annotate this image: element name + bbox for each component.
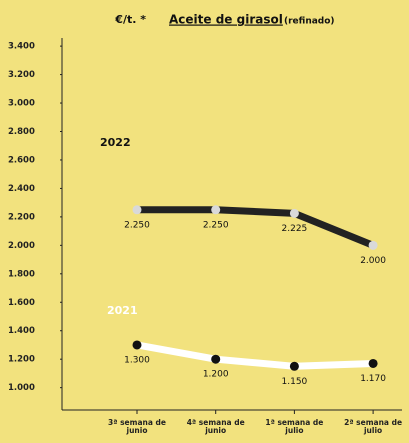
data-label: 2.000 [360,256,386,266]
point [211,205,221,215]
y-tick-label: 1.200 [8,355,35,365]
point [211,354,221,364]
subtitle: (refinado) [284,17,335,27]
point [132,205,142,215]
x-tick-label: 1ª semana de julio [265,418,324,435]
data-label: 1.200 [203,370,229,380]
data-label: 2.250 [124,220,150,230]
data-label: 1.150 [282,377,308,387]
y-tick-label: 2.400 [8,184,35,194]
chart-title: Aceite de girasol [169,13,283,27]
point [368,358,378,368]
point [368,240,378,250]
unit: €/t. * [114,13,146,26]
y-tick-label: 2.600 [8,155,35,165]
y-tick-label: 3.200 [8,70,35,80]
data-label: 2.225 [282,224,308,234]
data-label: 2.250 [203,220,229,230]
series-line [136,341,374,370]
point [132,340,142,350]
series-label: 2021 [107,304,138,317]
series-line [137,206,375,249]
point [289,208,299,218]
y-tick-label: 1.600 [8,298,35,308]
x-tick-label: 2ª semana de julio [344,418,403,435]
y-tick-label: 1.000 [8,383,35,393]
point [289,361,299,371]
data-label: 1.300 [124,355,150,365]
y-tick-label: 3.400 [8,42,35,52]
x-tick-label: 4ª semana de junio [186,418,245,435]
y-tick-label: 3.000 [8,99,35,109]
x-tick-label: 3ª semana de junio [108,418,166,435]
y-tick-label: 2.000 [8,241,35,251]
y-tick-label: 1.400 [8,326,35,336]
y-tick-label: 1.800 [8,269,35,279]
y-tick-label: 2.800 [8,127,35,137]
data-label: 1.170 [360,374,386,384]
y-tick-label: 2.200 [8,212,35,222]
series-label: 2022 [100,136,131,149]
